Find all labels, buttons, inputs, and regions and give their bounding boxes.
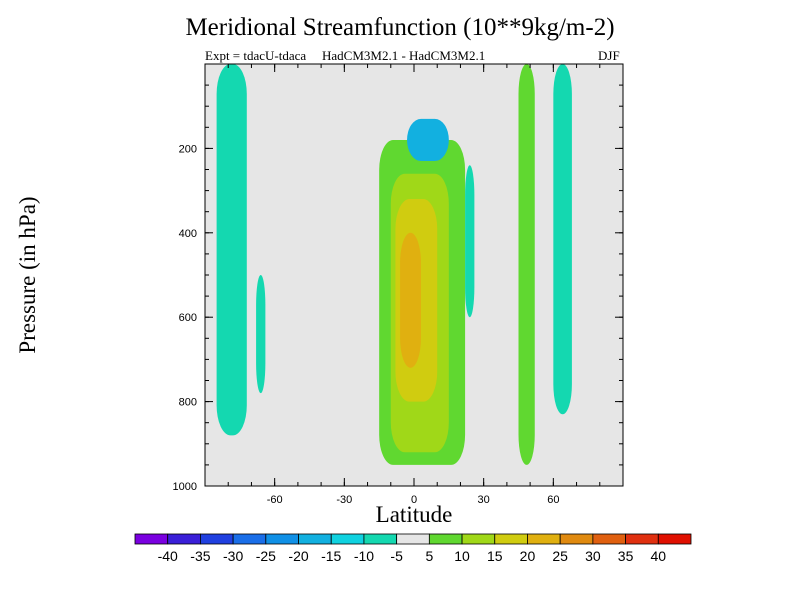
contour-sh-small-negative: [256, 275, 266, 394]
contour-upper-negative: [407, 118, 449, 162]
y-tick-label: 400: [179, 228, 197, 240]
contour-nh-midlat-negative: [465, 165, 475, 318]
colorbar-label: -5: [390, 548, 403, 564]
colorbar-label: 15: [487, 548, 503, 564]
y-tick-label: 1000: [173, 481, 197, 493]
colorbar-swatch: [134, 533, 169, 545]
x-tick-label: 0: [411, 494, 417, 506]
colorbar-label: -20: [288, 548, 308, 564]
colorbar-swatch: [494, 533, 528, 545]
colorbar-label: 35: [618, 548, 634, 564]
x-tick-label: 30: [478, 494, 490, 506]
x-axis-label: Latitude: [375, 502, 453, 527]
colorbar-swatch: [167, 533, 201, 545]
y-tick-label: 200: [179, 143, 197, 155]
colorbar-swatch: [527, 533, 561, 545]
colorbar-swatch: [657, 533, 692, 545]
colorbar-label: 10: [454, 548, 470, 564]
colorbar-label: -10: [354, 548, 374, 564]
colorbar-swatch: [625, 533, 659, 545]
colorbar-label: -25: [256, 548, 276, 564]
season-label: DJF: [598, 48, 620, 63]
colorbar-label: -40: [158, 548, 178, 564]
chart-title: Meridional Streamfunction (10**9kg/m-2): [185, 14, 615, 41]
x-tick-label: -30: [336, 494, 352, 506]
colorbar-label: 40: [651, 548, 667, 564]
contour-nh-positive-column: [518, 64, 535, 465]
x-tick-label: 60: [547, 494, 559, 506]
contour-nh-high-lat-negative: [553, 64, 572, 415]
colorbar-label: 30: [585, 548, 601, 564]
contour-sh-high-lat-negative: [216, 64, 247, 436]
y-tick-label: 800: [179, 397, 197, 409]
colorbar-swatch: [396, 533, 430, 545]
colorbar-swatch: [592, 533, 626, 545]
colorbar-swatch: [330, 533, 365, 545]
colorbar-label: 25: [552, 548, 568, 564]
colorbar-swatch: [265, 533, 299, 545]
experiment-label: Expt = tdacU-tdaca: [205, 48, 307, 63]
x-tick-label: -60: [267, 494, 283, 506]
colorbar-swatch: [559, 533, 594, 545]
contour-tropical-positive-peak: [400, 232, 421, 368]
model-label: HadCM3M2.1 - HadCM3M2.1: [322, 48, 486, 63]
colorbar-swatch: [461, 533, 496, 545]
colorbar-swatch: [200, 533, 234, 545]
y-tick-label: 600: [179, 312, 197, 324]
colorbar-swatch: [363, 533, 398, 545]
colorbar-label: -30: [223, 548, 243, 564]
colorbar-label: 5: [425, 548, 433, 564]
colorbar-label: -15: [321, 548, 341, 564]
colorbar-label: -35: [190, 548, 210, 564]
colorbar-swatch: [232, 533, 267, 545]
colorbar-swatch: [298, 533, 332, 545]
colorbar-label: 20: [520, 548, 536, 564]
colorbar-swatch: [428, 533, 463, 545]
